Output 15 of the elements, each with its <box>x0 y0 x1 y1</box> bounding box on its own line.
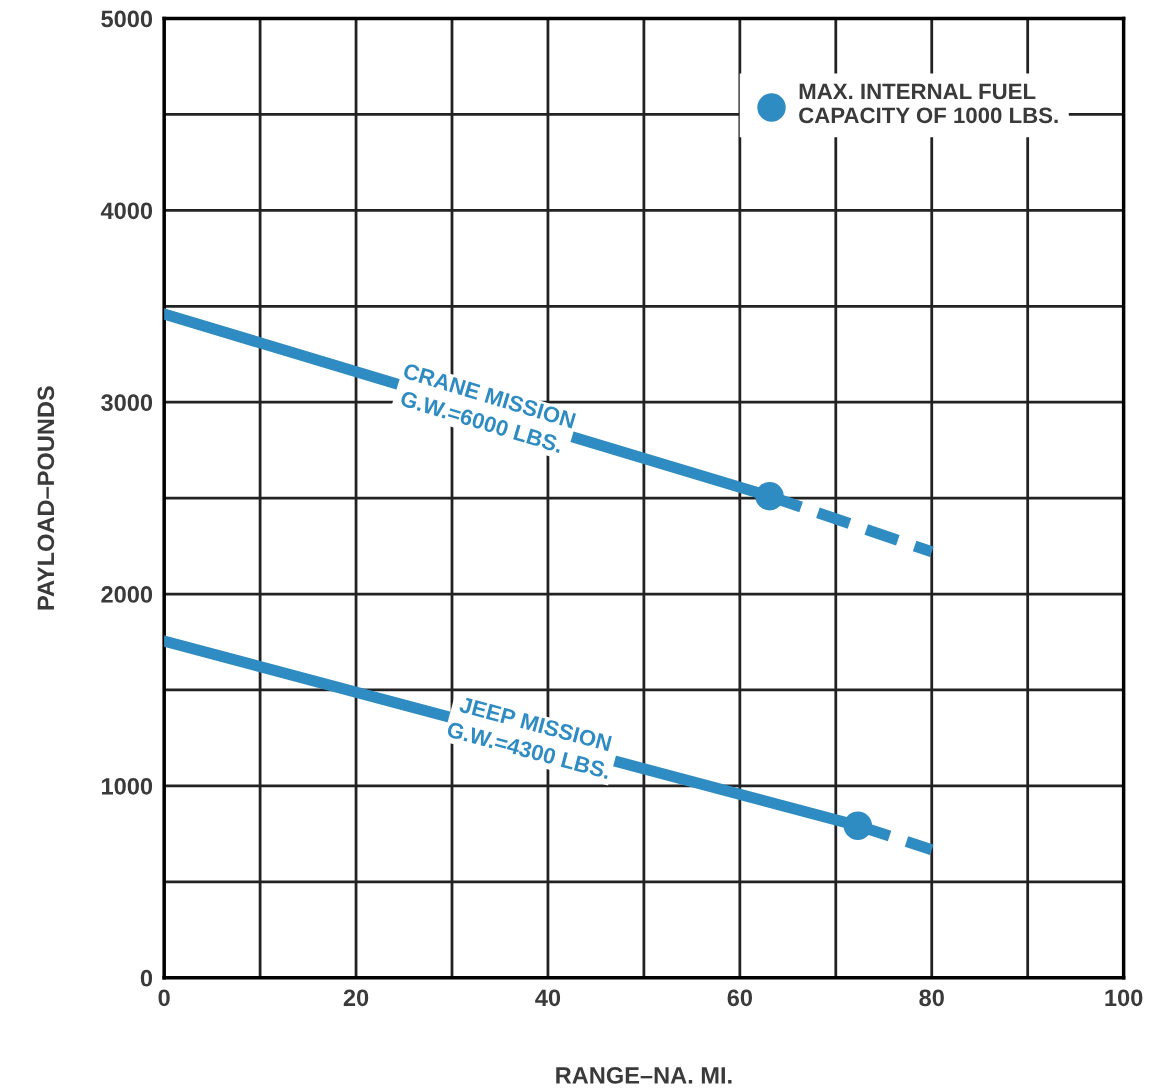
x-tick-label: 40 <box>535 989 561 1007</box>
y-tick-label: 3000 <box>101 394 153 412</box>
legend-label: MAX. INTERNAL FUEL CAPACITY OF 1000 LBS. <box>799 83 1058 124</box>
x-tick-label: 80 <box>919 989 944 1007</box>
x-tick-label: 0 <box>158 989 170 1007</box>
y-axis-title: PAYLOAD–POUNDS <box>37 386 55 610</box>
y-tick-label: 2000 <box>101 586 153 603</box>
y-tick-label: 0 <box>140 969 153 987</box>
x-tick-label: 60 <box>727 989 752 1007</box>
x-axis-title: RANGE–NA. MI. <box>556 1067 732 1084</box>
y-tick-label: 4000 <box>100 202 153 220</box>
x-tick-label: 100 <box>1105 989 1143 1007</box>
y-tick-label: 1000 <box>102 777 153 795</box>
x-tick-label: 20 <box>343 989 369 1007</box>
y-tick-label: 5000 <box>101 10 153 28</box>
